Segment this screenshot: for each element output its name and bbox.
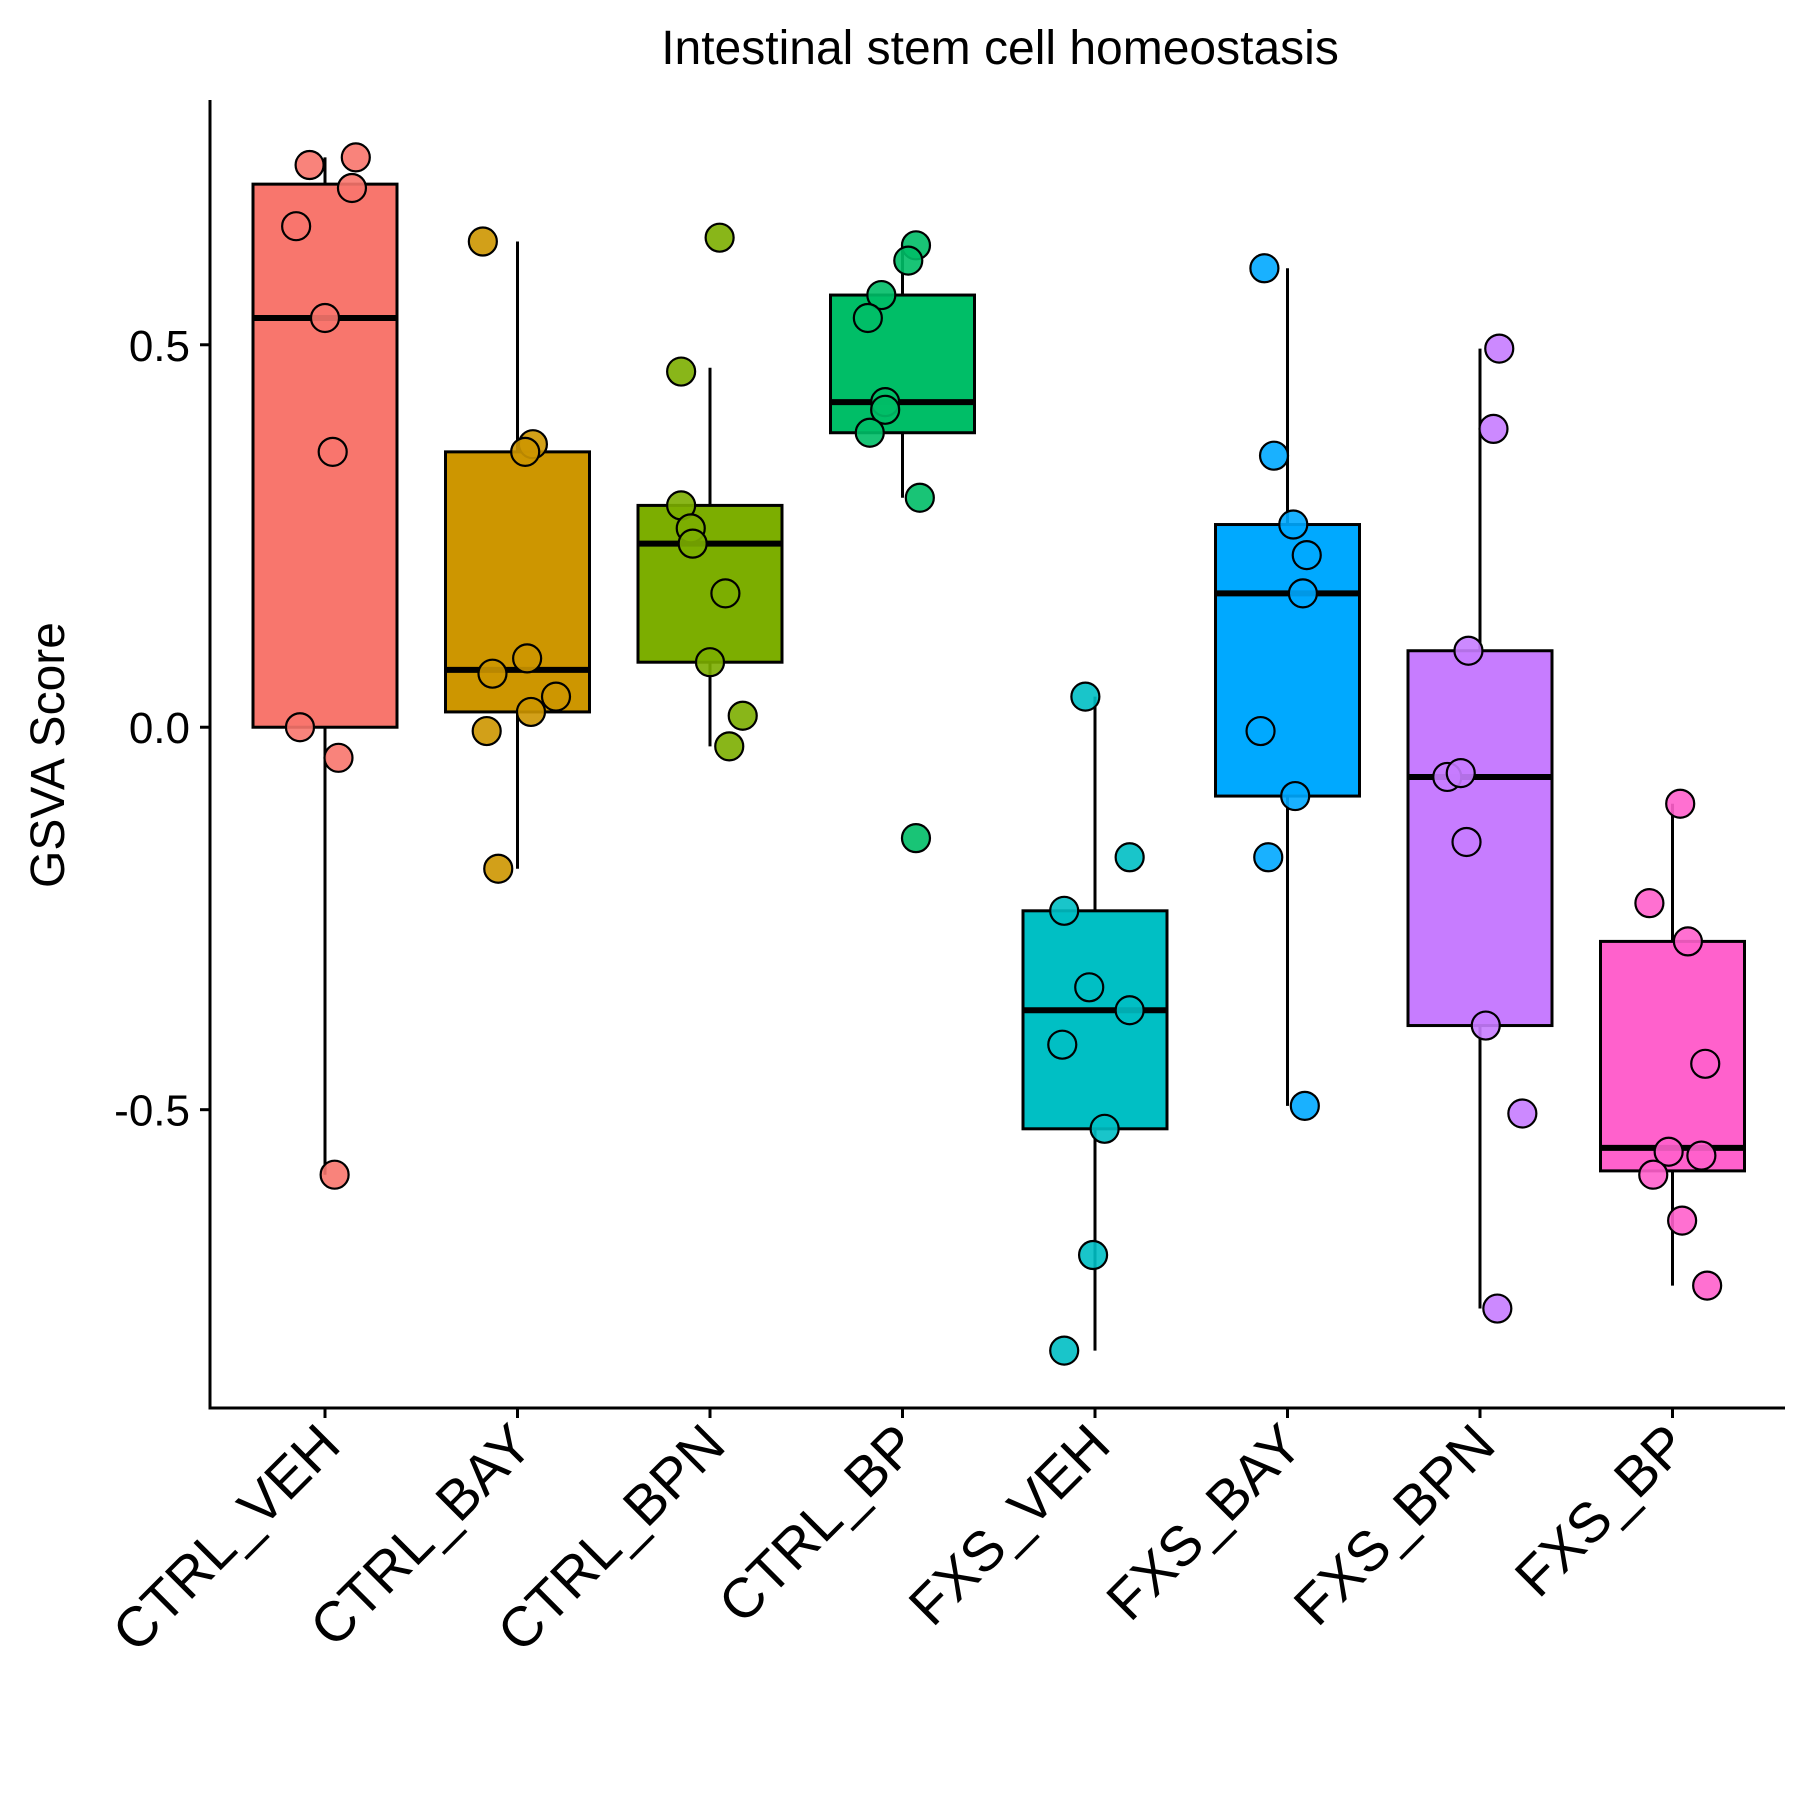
- data-point: [852, 302, 883, 334]
- data-point: [1470, 1010, 1501, 1041]
- data-point: [714, 731, 745, 762]
- data-point: [1245, 715, 1276, 747]
- data-point: [1049, 1335, 1080, 1366]
- data-point: [1667, 1205, 1698, 1236]
- box-group: [1214, 268, 1361, 1106]
- data-point: [281, 211, 312, 242]
- data-point: [694, 647, 726, 678]
- data-point: [704, 222, 735, 253]
- data-point: [870, 394, 901, 425]
- box-group: [636, 367, 784, 747]
- x-tick-label: FXS_BAY: [1094, 1412, 1314, 1632]
- box: [1214, 523, 1361, 798]
- x-tick-label: FXS_BP: [1503, 1412, 1699, 1608]
- y-tick-label: -0.5: [114, 1087, 190, 1136]
- data-point: [512, 643, 543, 674]
- data-point: [1280, 780, 1311, 812]
- data-point: [477, 658, 508, 689]
- data-point: [710, 578, 741, 609]
- box-group: [444, 241, 591, 869]
- data-point: [1253, 842, 1284, 873]
- y-axis-label: GSVA Score: [22, 622, 75, 888]
- data-point: [540, 681, 572, 712]
- data-point: [893, 245, 924, 276]
- data-point: [1690, 1048, 1721, 1079]
- data-point: [1258, 440, 1290, 471]
- data-point: [1484, 333, 1515, 364]
- data-point: [1478, 413, 1509, 445]
- y-tick-label: 0.0: [129, 704, 190, 753]
- data-point: [323, 742, 354, 773]
- data-point: [1289, 1090, 1320, 1121]
- data-point: [1074, 972, 1105, 1003]
- x-axis-ticks: CTRL_VEHCTRL_BAYCTRL_BPNCTRL_BPFXS_VEHFX…: [100, 1408, 1699, 1663]
- data-point: [467, 226, 498, 257]
- data-point: [904, 482, 935, 513]
- data-point: [677, 528, 708, 559]
- data-point: [866, 279, 897, 311]
- points-layer: [281, 142, 1723, 1366]
- data-point: [1482, 1293, 1513, 1324]
- data-point: [1453, 635, 1484, 666]
- box-group: [829, 245, 976, 498]
- data-point: [1451, 826, 1482, 858]
- data-point: [1445, 758, 1476, 789]
- box-group: [1406, 348, 1554, 1309]
- box: [444, 450, 591, 714]
- y-axis-ticks: -0.5 0.0 0.5: [114, 322, 210, 1136]
- data-point: [1070, 681, 1101, 712]
- data-point: [1114, 995, 1145, 1026]
- x-tick-label: FXS_VEH: [896, 1412, 1121, 1637]
- data-point: [1507, 1098, 1538, 1129]
- data-point: [900, 823, 932, 854]
- x-tick-label: CTRL_BP: [706, 1412, 929, 1635]
- data-point: [1686, 1140, 1717, 1171]
- box-group: [1021, 696, 1169, 1351]
- data-point: [1049, 895, 1080, 926]
- data-point: [1634, 888, 1665, 919]
- data-point: [515, 696, 547, 728]
- data-point: [1249, 253, 1280, 284]
- data-point: [727, 700, 758, 731]
- data-point: [666, 356, 697, 387]
- data-point: [317, 436, 348, 467]
- data-point: [294, 149, 325, 181]
- box: [1021, 909, 1169, 1131]
- data-point: [340, 142, 371, 173]
- box: [829, 293, 976, 435]
- data-point: [1672, 926, 1704, 957]
- data-point: [1638, 1159, 1669, 1190]
- data-point: [1692, 1270, 1723, 1301]
- data-point: [1665, 788, 1696, 819]
- data-point: [284, 712, 316, 743]
- y-tick-label: 0.5: [129, 322, 190, 371]
- data-point: [319, 1159, 350, 1190]
- data-point: [309, 302, 341, 334]
- box: [636, 503, 784, 664]
- x-tick-label: FXS_BPN: [1281, 1412, 1506, 1637]
- data-point: [1291, 540, 1322, 571]
- data-point: [1278, 509, 1309, 540]
- chart-title: Intestinal stem cell homeostasis: [661, 22, 1339, 75]
- data-point: [336, 172, 368, 204]
- data-point: [1114, 842, 1145, 873]
- data-point: [1047, 1029, 1078, 1060]
- data-point: [510, 436, 541, 467]
- boxes-layer: [251, 157, 1746, 1351]
- data-point: [471, 715, 502, 747]
- data-point: [1287, 578, 1319, 609]
- box: [1599, 939, 1746, 1173]
- data-point: [854, 417, 885, 448]
- data-point: [1077, 1239, 1109, 1271]
- data-point: [1653, 1136, 1684, 1167]
- data-point: [1089, 1113, 1120, 1144]
- data-point: [483, 853, 514, 884]
